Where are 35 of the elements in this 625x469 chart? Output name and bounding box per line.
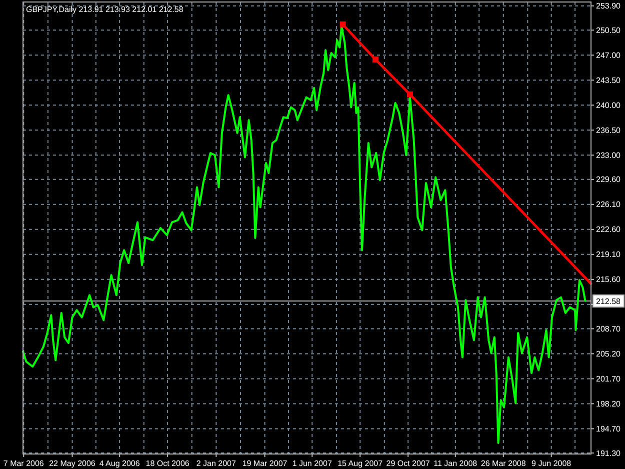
x-tick-label: 7 Mar 2006 xyxy=(3,459,44,468)
y-tick-label: 194.70 xyxy=(596,424,622,434)
x-tick-label: 1 Jun 2007 xyxy=(292,459,332,468)
y-tick-label: 215.60 xyxy=(596,275,622,284)
ref-line-label: 212.58 xyxy=(596,296,622,306)
point xyxy=(340,21,346,28)
x-tick-label: 19 Mar 2007 xyxy=(242,459,288,468)
x-tick-label: 11 Jan 2008 xyxy=(434,459,478,468)
y-tick-label: 201.70 xyxy=(596,374,622,384)
y-tick-label: 233.00 xyxy=(596,150,622,160)
point xyxy=(406,91,413,98)
x-tick-label: 22 May 2006 xyxy=(49,459,96,468)
y-tick-label: 247.00 xyxy=(596,50,622,60)
x-tick-label: 15 Aug 2007 xyxy=(338,459,384,468)
x-tick-label: 26 Mar 2008 xyxy=(480,459,526,468)
y-tick-label: 243.50 xyxy=(596,76,622,85)
y-tick-label: 229.60 xyxy=(596,175,622,184)
x-tick-label: 4 Aug 2006 xyxy=(99,459,140,468)
x-tick-label: 9 Jun 2008 xyxy=(532,459,572,468)
y-tick-label: 250.50 xyxy=(596,26,622,35)
x-tick-label: 2 Jan 2007 xyxy=(196,459,237,468)
y-tick-label: 226.10 xyxy=(596,200,622,210)
y-tick-label: 205.20 xyxy=(596,350,622,359)
x-tick-label: 18 Oct 2006 xyxy=(146,459,190,468)
x-tick-label: 29 Oct 2007 xyxy=(386,459,430,468)
y-tick-label: 222.60 xyxy=(596,225,622,234)
y-tick-label: 219.10 xyxy=(596,250,622,260)
y-tick-label: 191.30 xyxy=(596,448,622,458)
chart-title: GBPJPY,Daily 213.91 213.93 212.01 212.58 xyxy=(26,5,184,14)
y-tick-label: 236.50 xyxy=(596,126,622,135)
y-tick-label: 240.00 xyxy=(596,100,622,110)
y-tick-label: 198.20 xyxy=(596,400,622,409)
point xyxy=(372,56,378,62)
y-tick-label: 208.70 xyxy=(596,324,622,334)
y-tick-label: 253.90 xyxy=(596,2,622,11)
